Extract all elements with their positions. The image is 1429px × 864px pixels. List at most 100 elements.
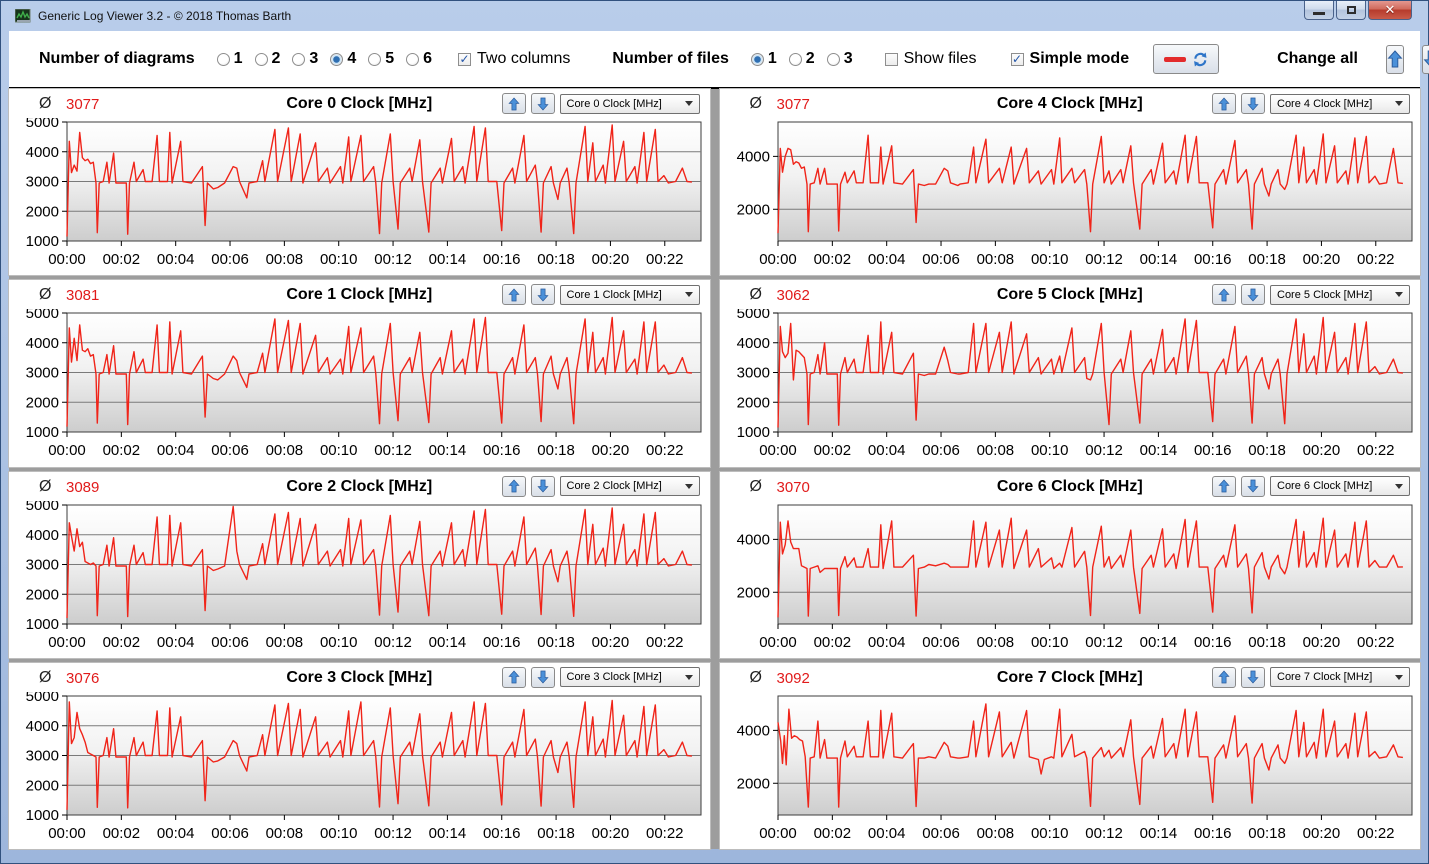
signal-select[interactable]: Core 2 Clock [MHz] [559,476,700,496]
arrow-up-icon [507,479,520,493]
radio-diagrams-5[interactable] [368,52,382,66]
svg-text:2000: 2000 [26,203,59,220]
arrow-up-icon [507,288,520,302]
signal-select[interactable]: Core 6 Clock [MHz] [1270,476,1410,496]
average-value: 3076 [66,669,100,687]
arrow-up-icon [507,96,520,110]
svg-text:2000: 2000 [26,777,59,794]
svg-text:00:08: 00:08 [266,634,304,651]
line-style-refresh-button[interactable] [1153,44,1220,74]
move-signal-up-button[interactable] [1212,666,1236,688]
chevron-down-icon [1395,483,1403,489]
move-signal-up-button[interactable] [501,666,526,688]
average-symbol: Ø [749,95,762,112]
minimize-button[interactable] [1304,1,1334,20]
move-signal-down-button[interactable] [1241,475,1265,497]
svg-text:00:14: 00:14 [1139,442,1177,459]
radio-diagrams-3[interactable] [292,52,306,66]
svg-text:00:06: 00:06 [211,825,249,842]
chevron-down-icon [684,483,693,489]
move-signal-down-button[interactable] [1241,284,1265,306]
svg-text:2000: 2000 [736,201,769,218]
chart-plot-core-6-clock-mhz-[interactable]: 4000 2000 00:00 00:02 00:04 00:06 00:08 00:10 00… [724,501,1416,656]
radio-files-2[interactable] [788,52,802,66]
arrow-down-icon [1423,50,1429,66]
svg-text:00:20: 00:20 [592,825,630,842]
svg-text:00:06: 00:06 [922,251,960,268]
diagram-header: Ø 3081 Core 1 Clock [MHz] Core 1 Clock [… [9,283,710,309]
radio-diagrams-1[interactable] [216,52,230,66]
signal-select[interactable]: Core 0 Clock [MHz] [559,93,700,114]
radio-files-1[interactable] [750,52,764,66]
svg-text:2000: 2000 [736,584,769,601]
svg-text:00:00: 00:00 [759,634,797,651]
average-symbol: Ø [39,668,52,686]
move-signal-down-button[interactable] [530,475,555,497]
simple-mode-checkbox[interactable]: ✓ [1010,52,1024,66]
svg-text:00:00: 00:00 [48,825,86,842]
radio-files-3[interactable] [826,52,840,66]
show-files-checkbox[interactable] [884,52,898,66]
panels-grid: Ø 3077 Core 0 Clock [MHz] Core 0 Clock [… [9,87,1420,849]
svg-text:00:12: 00:12 [374,825,412,842]
signal-select[interactable]: Core 1 Clock [MHz] [559,284,700,305]
svg-text:00:08: 00:08 [976,251,1014,268]
signal-select[interactable]: Core 7 Clock [MHz] [1270,667,1410,688]
svg-text:00:14: 00:14 [429,442,467,459]
svg-text:00:16: 00:16 [1193,825,1231,842]
close-button[interactable]: ✕ [1368,1,1412,20]
chart-plot-core-4-clock-mhz-[interactable]: 4000 2000 00:00 00:02 00:04 00:06 00:08 00:10 00… [724,118,1416,273]
svg-text:00:10: 00:10 [320,825,358,842]
svg-text:00:04: 00:04 [867,251,905,268]
move-signal-down-button[interactable] [530,284,555,306]
move-signal-down-button[interactable] [530,666,555,688]
move-signal-up-button[interactable] [501,93,526,114]
change-all-down-button[interactable] [1422,44,1429,74]
move-signal-up-button[interactable] [501,475,526,497]
svg-text:00:08: 00:08 [266,251,304,268]
signal-select[interactable]: Core 5 Clock [MHz] [1270,284,1410,305]
radio-diagrams-4[interactable] [330,52,344,66]
diagram-title: Core 2 Clock [MHz] [286,477,433,495]
svg-text:00:20: 00:20 [1302,442,1340,459]
svg-text:00:18: 00:18 [1248,251,1286,268]
svg-text:3000: 3000 [26,365,59,382]
radio-diagrams-6[interactable] [406,52,420,66]
chevron-down-icon [684,101,693,106]
signal-select[interactable]: Core 3 Clock [MHz] [559,667,700,688]
two-columns-checkbox[interactable]: ✓ [458,52,472,66]
svg-text:00:08: 00:08 [266,442,304,459]
average-value: 3070 [776,478,810,496]
svg-text:00:08: 00:08 [266,825,304,842]
svg-text:5000: 5000 [26,501,59,514]
svg-text:00:16: 00:16 [1193,442,1231,459]
svg-text:4000: 4000 [26,335,59,352]
svg-text:2000: 2000 [736,395,769,412]
svg-text:00:22: 00:22 [1356,251,1394,268]
move-signal-down-button[interactable] [1241,666,1265,688]
move-signal-down-button[interactable] [1241,93,1265,114]
radio-diagrams-2[interactable] [254,52,268,66]
svg-text:00:12: 00:12 [374,442,412,459]
restore-button[interactable] [1336,1,1366,20]
move-signal-up-button[interactable] [1212,284,1236,306]
signal-select[interactable]: Core 4 Clock [MHz] [1270,93,1410,114]
toolbar: Number of diagrams 1 2 3 4 5 6 ✓ Two col… [9,31,1429,87]
signal-select-value: Core 6 Clock [MHz] [1277,480,1373,492]
change-all-up-button[interactable] [1386,44,1404,74]
svg-text:1000: 1000 [26,424,59,441]
svg-text:00:16: 00:16 [1193,251,1231,268]
move-signal-up-button[interactable] [1212,93,1236,114]
move-signal-down-button[interactable] [530,93,555,114]
move-signal-up-button[interactable] [501,284,526,306]
chart-plot-core-7-clock-mhz-[interactable]: 4000 2000 00:00 00:02 00:04 00:06 00:08 00:10 00… [724,692,1416,847]
svg-text:00:04: 00:04 [157,634,195,651]
move-signal-up-button[interactable] [1212,475,1236,497]
svg-text:5000: 5000 [736,309,769,322]
